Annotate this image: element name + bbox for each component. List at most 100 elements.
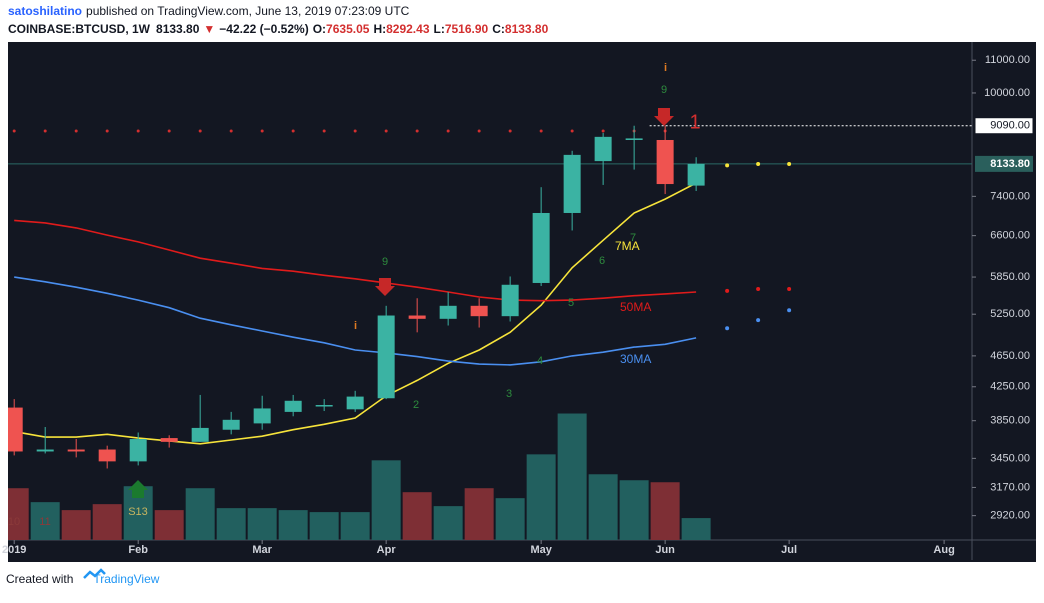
marker: i	[354, 320, 357, 332]
volume-bar	[464, 488, 494, 540]
y-tick-label: 4250.00	[990, 381, 1030, 393]
x-tick-label: May	[530, 544, 552, 556]
candle-body	[36, 449, 54, 452]
y-tick-label: 4650.00	[990, 350, 1030, 362]
ma-label: 7MA	[615, 239, 640, 253]
candle-body	[222, 419, 240, 430]
level-dot	[539, 129, 543, 133]
ohlc-value: 7635.05	[326, 22, 370, 36]
ohlc-label: H:	[373, 22, 386, 36]
x-tick-label: 2019	[2, 544, 26, 556]
candle-body	[563, 154, 581, 213]
projection-dot	[725, 326, 730, 331]
level-dot	[415, 129, 419, 133]
volume-bar	[309, 512, 339, 540]
y-tick-label: 11000.00	[985, 54, 1030, 66]
price-label: 8133.80	[990, 158, 1030, 170]
volume-bar	[588, 474, 618, 540]
volume-bar	[619, 480, 649, 540]
price-label: 9090.00	[990, 120, 1030, 132]
sell-arrow	[654, 108, 674, 126]
volume-bar	[154, 510, 184, 540]
level-dot	[105, 129, 109, 133]
header-line: satoshilatino published on TradingView.co…	[8, 4, 410, 18]
level-dot	[12, 129, 16, 133]
y-tick-label: 3850.00	[990, 415, 1030, 427]
change-arrow: ▼	[203, 22, 215, 36]
annotation: 10	[8, 516, 20, 528]
level-dot	[446, 129, 450, 133]
footer: Created with TradingView	[6, 572, 160, 586]
volume-bar	[61, 510, 91, 540]
level-dot	[136, 129, 140, 133]
candle-body	[253, 408, 271, 424]
annotation: 4	[537, 355, 543, 367]
projection-dot	[725, 288, 730, 293]
volume-bar	[278, 510, 308, 540]
level-dot	[477, 129, 481, 133]
buy-arrow	[128, 480, 148, 498]
projection-dot	[756, 162, 761, 167]
candle-body	[408, 315, 426, 319]
ohlc-label: L:	[434, 22, 445, 36]
sell-arrow	[375, 278, 395, 296]
y-tick-label: 3170.00	[990, 481, 1030, 493]
y-tick-label: 5250.00	[990, 308, 1030, 320]
x-tick-label: Aug	[933, 544, 954, 556]
level-dot	[167, 129, 171, 133]
candle-body	[129, 439, 147, 462]
candle-body	[67, 449, 85, 452]
volume-bar	[526, 454, 556, 540]
volume-bar	[30, 502, 60, 540]
candle-body	[160, 438, 178, 442]
x-tick-label: Apr	[377, 544, 397, 556]
annotation: 7	[630, 232, 636, 244]
volume-bar	[185, 488, 215, 540]
annotation: 5	[568, 297, 574, 309]
annotation: 2	[413, 399, 419, 411]
symbol-line: COINBASE:BTCUSD, 1W 8133.80 ▼ −42.22 (−0.52…	[8, 22, 549, 36]
y-tick-label: 10000.00	[984, 87, 1030, 99]
volume-bar	[8, 488, 29, 540]
ohlc-value: 7516.90	[445, 22, 489, 36]
y-tick-label: 2920.00	[990, 510, 1030, 522]
candle-body	[501, 284, 519, 317]
chart-panel	[8, 42, 1036, 562]
volume-bar	[340, 512, 370, 540]
annotation: 9	[382, 256, 388, 268]
ma-line	[14, 219, 697, 302]
annotation: 6	[599, 255, 605, 267]
candle-body	[315, 405, 333, 407]
projection-dot	[756, 318, 761, 323]
volume-bar	[557, 413, 587, 540]
volume-bar	[402, 492, 432, 540]
annotation: S13	[128, 506, 148, 518]
price-label-box	[974, 117, 1034, 135]
volume-bar	[371, 460, 401, 540]
candle-body	[439, 305, 457, 319]
candle-body	[191, 427, 209, 442]
volume-bar	[495, 498, 525, 540]
ma-label: 30MA	[620, 352, 651, 366]
level-dot	[260, 129, 264, 133]
x-tick-label: Mar	[252, 544, 272, 556]
ohlc-label: O:	[313, 22, 326, 36]
candle-body	[8, 407, 23, 452]
volume-bar	[650, 482, 680, 540]
candle-body	[687, 163, 705, 186]
publisher[interactable]: satoshilatino	[8, 4, 82, 18]
candle-body	[594, 136, 612, 162]
last-price: 8133.80	[156, 22, 200, 36]
y-tick-label: 7400.00	[990, 190, 1030, 202]
x-tick-label: Feb	[128, 544, 148, 556]
annotation: 11	[39, 516, 50, 528]
ohlc-value: 8292.43	[386, 22, 430, 36]
candle-body	[625, 138, 643, 140]
footer-brand[interactable]: TradingView	[93, 572, 159, 586]
volume-bar	[681, 518, 711, 540]
price-label-box	[975, 155, 1033, 172]
ohlc-label: C:	[492, 22, 505, 36]
projection-dot	[787, 308, 792, 313]
marker: i	[664, 62, 667, 74]
ma-line	[14, 276, 697, 366]
